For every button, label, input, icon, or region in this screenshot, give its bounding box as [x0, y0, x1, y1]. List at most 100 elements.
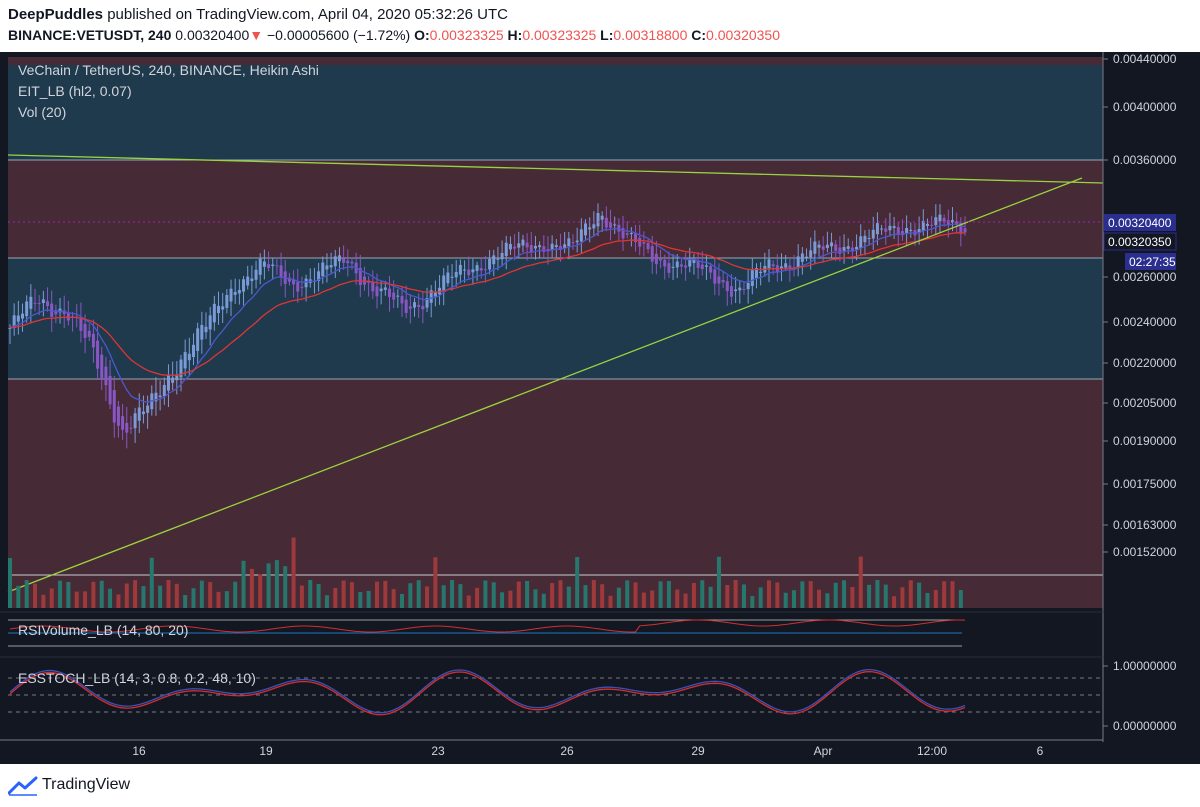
- volume-bar: [758, 587, 763, 608]
- candle-body: [446, 272, 450, 284]
- volume-bar: [316, 583, 321, 608]
- candle-body: [508, 243, 512, 250]
- symbol-interval: BINANCE:VETUSDT, 240: [8, 27, 172, 43]
- time-tick-label: 23: [431, 744, 445, 758]
- candle-body: [867, 237, 871, 240]
- candle-body: [558, 246, 562, 250]
- candle-body: [146, 405, 150, 413]
- volume-bar: [850, 586, 855, 608]
- publish-line: DeepPuddles published on TradingView.com…: [8, 6, 508, 23]
- candle-body: [638, 237, 642, 247]
- stoch-blue-line: [9, 668, 966, 714]
- candle-body: [488, 258, 492, 270]
- candle-body: [700, 264, 704, 270]
- candle-body: [850, 247, 854, 252]
- candle-body: [825, 244, 829, 248]
- volume-bar: [958, 589, 963, 608]
- candle-body: [529, 244, 533, 252]
- candle-body: [200, 324, 204, 340]
- candle-body: [734, 289, 738, 292]
- candle-body: [634, 233, 638, 243]
- candle-body: [571, 242, 575, 244]
- ohlc-line: BINANCE:VETUSDT, 240 0.00320400▼ −0.0000…: [8, 27, 780, 43]
- volume-bar: [500, 592, 505, 608]
- volume-bar: [458, 584, 463, 608]
- volume-bar: [708, 586, 713, 608]
- candle-body: [317, 271, 321, 282]
- candle-body: [817, 244, 821, 248]
- candle-body: [863, 235, 867, 243]
- candle-body: [116, 406, 120, 426]
- candle-body: [600, 215, 604, 220]
- volume-bar: [583, 585, 588, 608]
- candle-body: [692, 259, 696, 264]
- volume-bar: [208, 582, 213, 608]
- candle-body: [342, 258, 346, 263]
- candle-body: [629, 232, 633, 235]
- candle-body: [496, 258, 500, 260]
- chart-canvas[interactable]: 0.004400000.004000000.003600000.00280000…: [0, 52, 1200, 764]
- candle-body: [408, 306, 412, 309]
- indicator-eit[interactable]: EIT_LB (hl2, 0.07): [18, 83, 132, 99]
- indicator-rsi[interactable]: RSIVolume_LB (14, 80, 20): [18, 622, 189, 638]
- volume-bar: [224, 591, 229, 608]
- candle-body: [258, 258, 262, 275]
- candle-body: [721, 279, 725, 283]
- indicator-vol[interactable]: Vol (20): [18, 104, 67, 120]
- candle-body: [963, 228, 967, 233]
- candle-body: [654, 253, 658, 265]
- volume-bar: [600, 584, 605, 608]
- candle-body: [788, 265, 792, 270]
- candle-body: [880, 228, 884, 230]
- candle-body: [208, 315, 212, 330]
- candle-body: [813, 241, 817, 254]
- volume-bar: [741, 584, 746, 608]
- candle-body: [780, 266, 784, 269]
- candle-body: [262, 261, 266, 267]
- series-title[interactable]: VeChain / TetherUS, 240, BINANCE, Heikin…: [18, 62, 319, 78]
- volume-bar: [792, 590, 797, 608]
- candle-body: [942, 217, 946, 223]
- price-tick-label: 0.00205000: [1113, 396, 1177, 410]
- candle-body: [458, 264, 462, 275]
- indicator-stoch[interactable]: ESSTOCH_LB (14, 3, 0.8, 0.2, 48, 10): [18, 670, 256, 686]
- candle-body: [900, 231, 904, 236]
- candle-body: [533, 245, 537, 249]
- candle-body: [233, 291, 237, 295]
- volume-bar: [516, 581, 521, 608]
- candle-body: [575, 240, 579, 243]
- volume-bar: [675, 589, 680, 608]
- candle-body: [83, 323, 87, 339]
- candle-body: [809, 250, 813, 258]
- stoch-red-line: [9, 670, 966, 716]
- candle-body: [158, 395, 162, 398]
- open-value: 0.00323325: [429, 27, 504, 43]
- candle-body: [450, 276, 454, 278]
- tradingview-logo-icon[interactable]: [8, 776, 38, 796]
- candle-body: [767, 259, 771, 270]
- volume-bar: [700, 580, 705, 608]
- volume-bar: [541, 593, 546, 608]
- volume-bar: [241, 560, 246, 608]
- price-tick-label: 0.00152000: [1113, 545, 1177, 559]
- chart-area[interactable]: 0.004400000.004000000.003600000.00280000…: [0, 52, 1200, 764]
- candle-body: [175, 374, 179, 381]
- author-name[interactable]: DeepPuddles: [8, 6, 104, 23]
- volume-bar: [641, 592, 646, 608]
- candle-body: [479, 267, 483, 271]
- brand-name[interactable]: TradingView: [42, 776, 131, 793]
- candle-body: [246, 276, 250, 286]
- volume-bar: [875, 580, 880, 608]
- candle-body: [717, 276, 721, 284]
- time-tick-label: 26: [560, 744, 574, 758]
- volume-bar: [124, 583, 129, 608]
- candle-body: [225, 295, 229, 308]
- volume-bar: [766, 580, 771, 608]
- volume-bar: [558, 580, 563, 608]
- stoch-tick-label: 1.00000000: [1113, 659, 1177, 673]
- volume-bar: [233, 581, 238, 608]
- volume-bar: [58, 580, 63, 608]
- volume-bar: [616, 587, 621, 608]
- volume-bar: [133, 580, 138, 608]
- volume-bar: [441, 585, 446, 608]
